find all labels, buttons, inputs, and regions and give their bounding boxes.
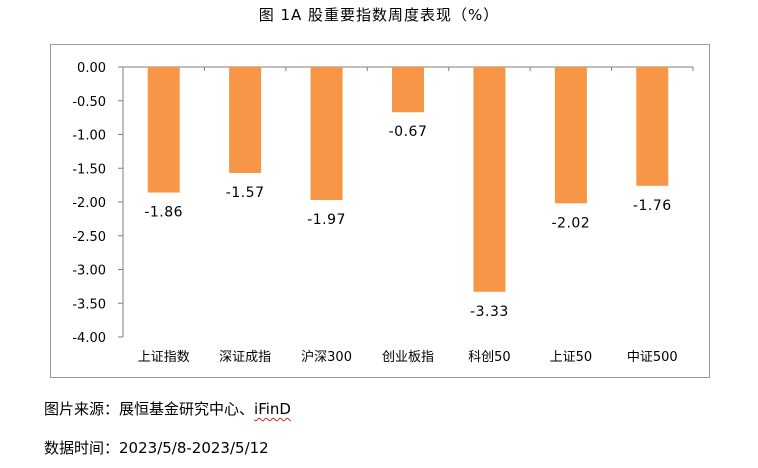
bar — [473, 67, 506, 292]
source-label: 图片来源： — [44, 400, 120, 418]
data-label: -3.33 — [470, 304, 509, 320]
category-label: 科创50 — [468, 350, 511, 365]
category-label: 深证成指 — [219, 350, 271, 365]
category-label: 创业板指 — [382, 350, 434, 365]
data-label: -1.57 — [226, 185, 265, 201]
y-tick-label: -1.00 — [72, 129, 106, 144]
y-tick-label: -0.50 — [72, 95, 106, 110]
period-line: 数据时间：2023/5/8-2023/5/12 — [44, 437, 269, 458]
bar — [392, 67, 424, 113]
period-label: 数据时间： — [44, 439, 120, 457]
source-brand: iFinD — [254, 400, 291, 418]
source-line: 图片来源：展恒基金研究中心、iFinD — [44, 398, 291, 419]
category-label: 中证500 — [627, 350, 678, 365]
bar — [310, 67, 343, 200]
chart-frame — [50, 44, 710, 378]
source-text: 展恒基金研究中心、 — [119, 400, 255, 418]
data-label: -1.76 — [633, 198, 672, 214]
category-label: 沪深300 — [301, 349, 352, 365]
y-tick-label: -2.50 — [72, 230, 106, 245]
y-tick-label: -2.00 — [72, 196, 106, 211]
category-label: 上证50 — [550, 350, 593, 365]
bar — [147, 67, 180, 193]
data-label: -1.86 — [144, 205, 183, 221]
bar — [554, 67, 587, 204]
y-tick-label: -1.50 — [72, 162, 106, 177]
bar — [229, 67, 262, 173]
period-text: 2023/5/8-2023/5/12 — [119, 439, 269, 457]
category-label: 上证指数 — [138, 350, 190, 365]
data-label: -2.02 — [551, 215, 590, 231]
data-label: -0.67 — [389, 124, 428, 140]
y-tick-label: 0.00 — [77, 61, 106, 76]
chart-title: 图 1A 股重要指数周度表现（%） — [258, 6, 500, 24]
bar — [636, 67, 669, 186]
y-tick-label: -3.50 — [72, 297, 106, 312]
data-label: -1.97 — [307, 212, 346, 228]
y-tick-label: -3.00 — [72, 264, 106, 279]
y-tick-label: -4.00 — [72, 331, 106, 346]
